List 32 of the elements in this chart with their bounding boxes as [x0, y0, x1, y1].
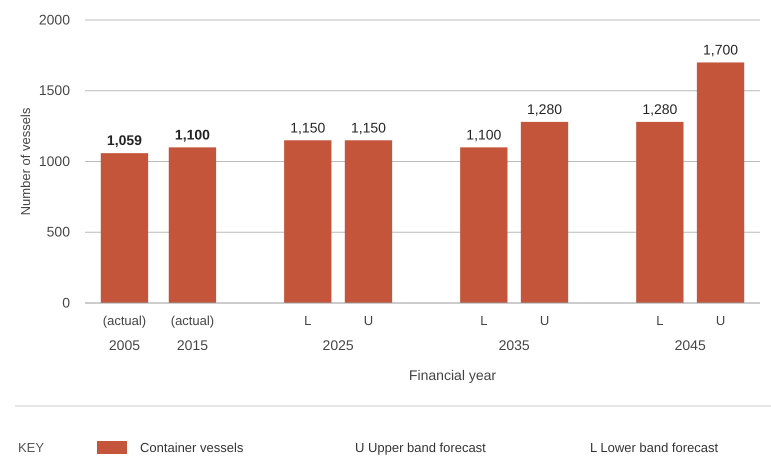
data-label: 1,280 [526, 100, 562, 117]
data-label: 1,150 [350, 119, 386, 136]
data-label: 1,059 [106, 132, 142, 148]
text: 2045 [674, 337, 706, 353]
data-label: 1,100 [174, 126, 210, 142]
legend-label: Container vessels [140, 440, 244, 455]
y-tick-label: 1500 [38, 82, 70, 98]
y-axis-title: Number of vessels [18, 107, 33, 216]
y-tick-label: 1000 [38, 152, 70, 169]
data-label: 1,700 [703, 41, 738, 58]
x-tick-label: L [656, 313, 664, 328]
x-tick-label: U [364, 313, 374, 328]
data-label: 1,150 [290, 119, 326, 136]
data-label: 1,280 [642, 100, 678, 117]
data-label: 1,100 [466, 126, 502, 142]
x-tick-label: L [304, 313, 312, 328]
x-axis-title: Financial year [408, 367, 496, 383]
text: L Lower band forecast [590, 440, 719, 455]
y-tick-label: 500 [46, 224, 70, 240]
y-tick-label: 2000 [38, 11, 70, 28]
x-tick-label: (actual) [102, 313, 146, 328]
x-tick-label: L [480, 313, 488, 328]
text: U Upper band forecast [355, 440, 486, 455]
x-tick-label: U [716, 313, 726, 328]
text: 2025 [322, 337, 354, 353]
text: 2005 [108, 337, 140, 353]
text: 2015 [176, 337, 208, 353]
x-tick-label: U [540, 313, 550, 328]
y-tick-label: 0 [62, 294, 70, 310]
text: 2035 [498, 337, 530, 353]
text: KEY [18, 440, 44, 455]
x-tick-label: (actual) [170, 313, 214, 328]
